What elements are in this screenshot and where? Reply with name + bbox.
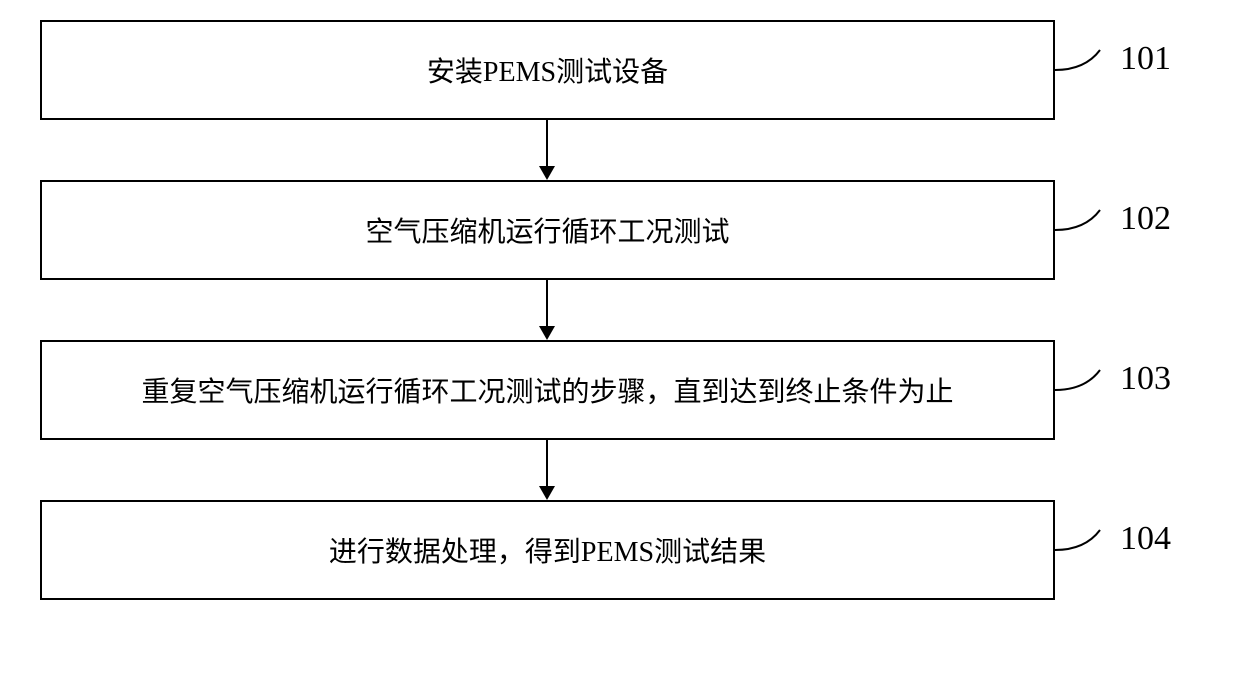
arrow-3-4 — [537, 440, 557, 500]
arrow-2-3 — [537, 280, 557, 340]
flow-step-2-text: 空气压缩机运行循环工况测试 — [365, 210, 729, 250]
label-connector-4 — [1055, 530, 1125, 570]
flow-step-4-text: 进行数据处理，得到PEMS测试结果 — [329, 530, 766, 570]
flow-label-3: 103 — [1120, 360, 1171, 398]
flow-step-4: 进行数据处理，得到PEMS测试结果 — [40, 500, 1055, 600]
flow-step-2: 空气压缩机运行循环工况测试 — [40, 180, 1055, 280]
flow-label-1: 101 — [1120, 40, 1171, 78]
flow-step-1: 安装PEMS测试设备 — [40, 20, 1055, 120]
flow-step-3-text: 重复空气压缩机运行循环工况测试的步骤，直到达到终止条件为止 — [141, 370, 953, 410]
flow-label-4: 104 — [1120, 520, 1171, 558]
flow-step-3: 重复空气压缩机运行循环工况测试的步骤，直到达到终止条件为止 — [40, 340, 1055, 440]
flow-label-2: 102 — [1120, 200, 1171, 238]
label-connector-2 — [1055, 210, 1125, 250]
arrow-1-2 — [537, 120, 557, 180]
flow-step-1-text: 安装PEMS测试设备 — [427, 50, 668, 90]
label-connector-3 — [1055, 370, 1125, 410]
label-connector-1 — [1055, 50, 1125, 90]
